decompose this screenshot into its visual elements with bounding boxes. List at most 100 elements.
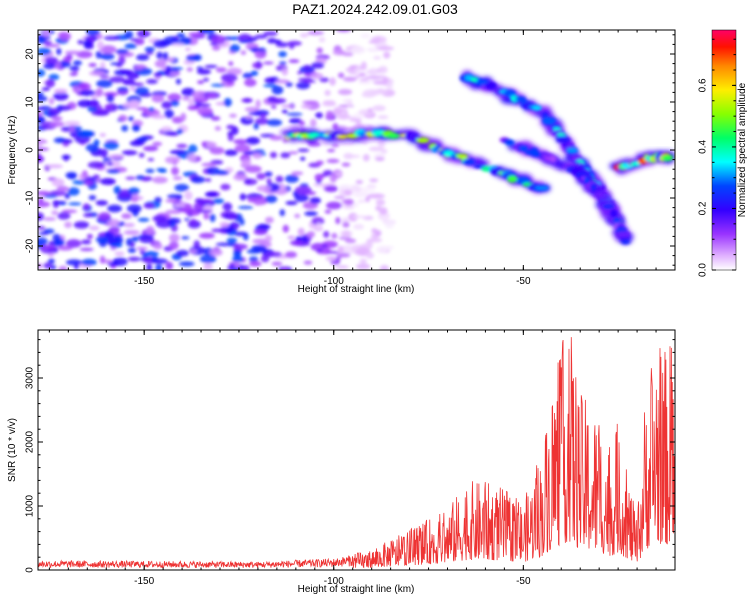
noise-blob: [121, 125, 129, 132]
noise-blob: [333, 107, 343, 115]
noise-blob: [233, 173, 248, 181]
noise-blob: [106, 169, 121, 174]
snr-ylabel: SNR (10 * v/v): [7, 418, 18, 482]
ridge-core-blob: [516, 176, 530, 185]
noise-blob: [44, 44, 60, 48]
noise-blob: [303, 260, 313, 265]
noise-blob: [115, 49, 129, 55]
noise-blob: [38, 263, 43, 269]
noise-blob: [271, 85, 284, 95]
ridge-core-blob: [463, 158, 476, 166]
noise-blob: [204, 64, 218, 69]
noise-blob: [151, 114, 166, 119]
noise-blob: [129, 140, 145, 147]
noise-blob: [63, 120, 81, 126]
noise-blob: [205, 141, 218, 148]
noise-blob: [333, 195, 346, 200]
noise-blob: [196, 103, 211, 107]
noise-blob: [365, 252, 375, 259]
colorbar-label: Normalized spectral amplitude: [737, 82, 748, 217]
ridge-core-blob: [336, 134, 348, 139]
noise-blob: [246, 136, 260, 145]
noise-blob: [372, 105, 386, 112]
noise-blob: [336, 114, 351, 120]
noise-blob: [303, 64, 312, 71]
noise-blob: [188, 144, 198, 154]
noise-blob: [302, 100, 319, 105]
noise-blob: [69, 125, 75, 133]
noise-blob: [134, 87, 150, 96]
noise-blob: [278, 51, 287, 58]
noise-blob: [256, 173, 266, 180]
noise-blob: [66, 239, 82, 248]
noise-blob: [128, 82, 145, 87]
noise-blob: [375, 205, 382, 211]
noise-blob: [110, 242, 123, 248]
noise-blob: [370, 193, 386, 199]
noise-blob: [238, 40, 254, 44]
noise-blob: [272, 98, 287, 104]
noise-blob: [118, 55, 126, 65]
noise-blob: [326, 250, 340, 254]
noise-blob: [245, 115, 253, 120]
noise-blob: [306, 231, 316, 238]
noise-blob: [89, 225, 100, 231]
noise-blob: [54, 238, 65, 247]
noise-blob: [127, 247, 137, 253]
noise-blob: [49, 265, 57, 270]
noise-blob: [279, 61, 287, 65]
noise-blob: [211, 228, 227, 233]
noise-blob: [220, 183, 231, 191]
noise-blob: [337, 245, 344, 254]
noise-blob: [222, 202, 233, 211]
noise-blob: [154, 60, 167, 68]
noise-blob: [370, 89, 388, 95]
noise-blob: [244, 165, 262, 173]
noise-blob: [51, 210, 59, 216]
noise-blob: [87, 106, 98, 113]
noise-blob: [188, 32, 205, 37]
noise-blob: [143, 251, 159, 257]
noise-blob: [168, 233, 180, 243]
noise-blob: [281, 104, 296, 108]
noise-blob: [325, 255, 337, 262]
noise-blob: [248, 111, 262, 116]
noise-blob: [176, 249, 189, 257]
noise-blob: [90, 98, 99, 108]
ridge-core-blob: [613, 217, 621, 225]
noise-blob: [38, 191, 51, 196]
noise-blob: [241, 265, 250, 270]
noise-blob: [332, 123, 339, 131]
noise-blob: [384, 221, 395, 229]
noise-blob: [56, 48, 62, 55]
noise-blob: [38, 138, 46, 144]
noise-blob: [43, 262, 52, 269]
noise-blob: [59, 32, 71, 41]
noise-blob: [51, 178, 65, 187]
colorbar-ticks: 0.0 0.2 0.4 0.6: [698, 38, 736, 277]
noise-blob: [40, 245, 55, 249]
ridge-core-blob: [457, 153, 469, 160]
noise-blob: [256, 185, 272, 192]
noise-blob: [205, 93, 218, 99]
noise-blob: [358, 80, 372, 85]
noise-blob: [199, 232, 215, 239]
noise-blob: [77, 39, 84, 45]
noise-blob: [233, 243, 248, 250]
noise-blob: [125, 176, 136, 180]
noise-blob: [316, 248, 324, 253]
noise-blob: [375, 156, 385, 162]
noise-blob: [307, 30, 325, 36]
noise-blob: [87, 161, 105, 169]
noise-blob: [368, 186, 376, 193]
noise-blob: [285, 251, 297, 258]
x-tick-label: -100: [324, 276, 344, 287]
noise-blob: [136, 30, 151, 38]
noise-blob: [289, 240, 303, 246]
noise-blob: [264, 77, 278, 84]
noise-blob: [99, 133, 107, 137]
noise-blob: [294, 194, 309, 202]
colorbar-tick-label: 0.2: [698, 201, 709, 215]
noise-blob: [324, 185, 338, 193]
